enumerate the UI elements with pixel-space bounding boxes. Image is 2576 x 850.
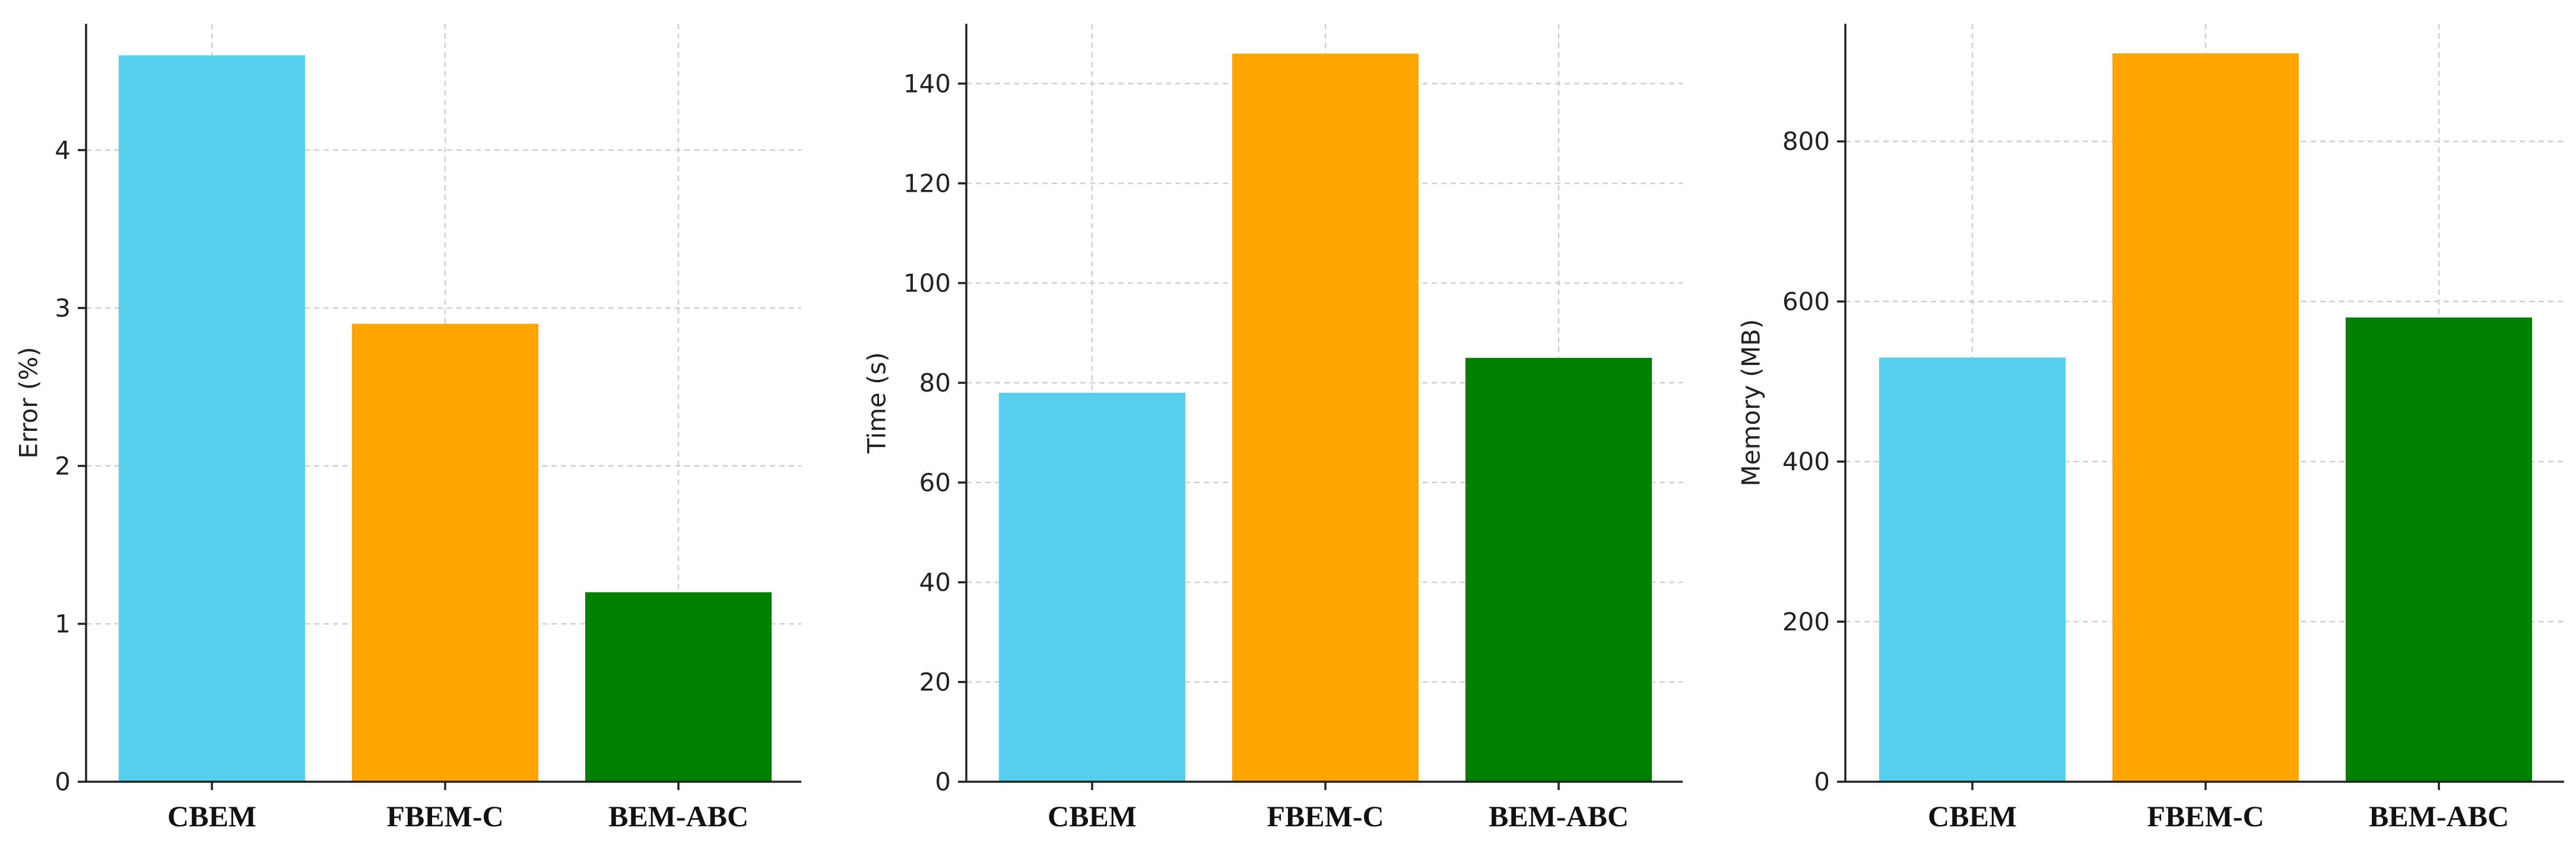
x-tick-label: FBEM-C [1267, 800, 1384, 833]
x-tick-label: CBEM [1928, 800, 2017, 833]
y-axis-label: Time (s) [862, 352, 892, 454]
memory-chart: 0 200 400 600 800 CBEM FBEM-C BEM-ABC Memory (MB… [1737, 24, 2564, 833]
y-tick-label: 1 [55, 609, 71, 638]
x-tick-label: FBEM-C [386, 800, 503, 833]
y-tick-label: 0 [55, 767, 71, 797]
bar-cbem [119, 55, 305, 782]
y-tick-label: 400 [1782, 447, 1830, 476]
y-tick-label: 140 [903, 69, 951, 98]
y-tick-label: 120 [903, 169, 951, 198]
y-tick-label: 0 [1814, 767, 1830, 797]
x-tick-label: BEM-ABC [608, 800, 748, 833]
bar-cbem [999, 392, 1185, 782]
y-tick-label: 600 [1782, 287, 1830, 316]
bar-cbem [1879, 357, 2066, 782]
y-tick-label: 4 [55, 135, 71, 164]
x-tick-label: CBEM [167, 800, 256, 833]
bar-fbem-c [2112, 53, 2299, 782]
bar-bem-abc [585, 592, 772, 782]
x-tick-label: BEM-ABC [2369, 800, 2509, 833]
x-tick-label: CBEM [1048, 800, 1137, 833]
bar-bem-abc [2346, 317, 2532, 782]
y-tick-label: 200 [1782, 607, 1830, 636]
y-tick-label: 800 [1782, 127, 1830, 156]
y-tick-label: 20 [919, 667, 951, 696]
y-tick-label: 3 [55, 293, 71, 322]
bar-fbem-c [1232, 53, 1419, 782]
y-tick-label: 80 [919, 368, 951, 397]
x-tick-label: FBEM-C [2147, 800, 2264, 833]
y-tick-label: 40 [919, 567, 951, 597]
bar-bem-abc [1465, 357, 1652, 782]
x-tick-label: BEM-ABC [1489, 800, 1629, 833]
bar-fbem-c [352, 323, 538, 782]
time-chart: 0 20 40 60 80 100 120 140 CBEM FBEM-C BEM-ABC Time … [862, 24, 1683, 833]
y-tick-label: 0 [935, 767, 951, 797]
y-axis-label: Error (%) [14, 347, 43, 458]
y-tick-label: 60 [919, 468, 951, 497]
error-chart: 0 1 2 3 4 CBEM FBEM-C BEM-ABC Error (%) [14, 24, 801, 833]
y-axis-label: Memory (MB) [1737, 319, 1766, 487]
y-tick-label: 100 [903, 268, 951, 297]
y-tick-label: 2 [55, 451, 71, 480]
